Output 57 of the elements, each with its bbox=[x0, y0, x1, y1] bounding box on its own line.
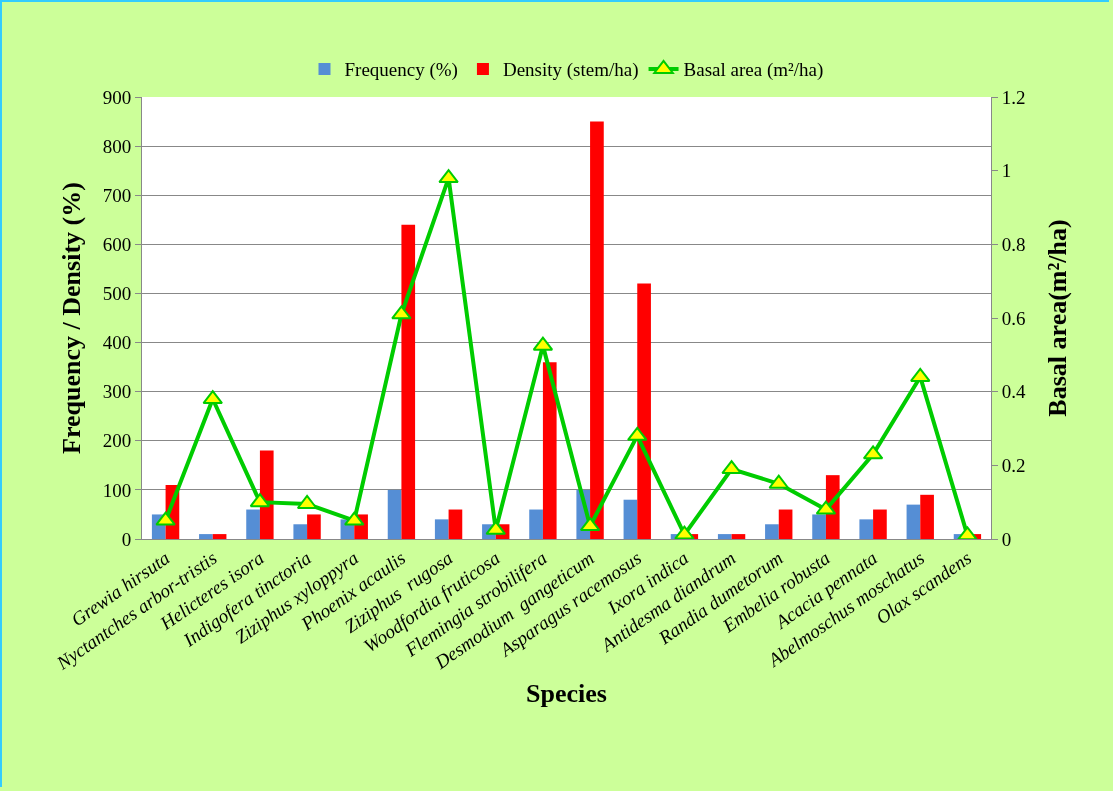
y2-tick-label: 0.4 bbox=[1001, 381, 1027, 403]
y2-tick-label: 1 bbox=[1001, 160, 1012, 182]
point bbox=[627, 426, 648, 441]
bar bbox=[859, 519, 874, 539]
point bbox=[391, 305, 412, 320]
bar bbox=[307, 514, 321, 539]
point bbox=[485, 520, 506, 535]
y-tick-label: 600 bbox=[102, 233, 132, 255]
point bbox=[768, 474, 789, 489]
y-tick-label: 500 bbox=[102, 283, 132, 305]
point bbox=[344, 511, 365, 526]
y-tick-label: 900 bbox=[102, 86, 132, 108]
bar bbox=[906, 504, 921, 539]
y2-tick-label: 0.8 bbox=[1001, 233, 1026, 255]
legend-label: Frequency (%) bbox=[344, 59, 458, 82]
y-tick-label: 0 bbox=[121, 528, 132, 550]
bar bbox=[259, 450, 274, 539]
bar bbox=[246, 509, 260, 539]
point bbox=[910, 367, 931, 382]
point bbox=[721, 460, 742, 475]
legend-label: Basal area (m²/ha) bbox=[683, 59, 824, 82]
bar bbox=[199, 534, 213, 539]
bar bbox=[731, 534, 746, 539]
bar bbox=[590, 121, 604, 539]
bar bbox=[212, 534, 227, 539]
bar bbox=[637, 283, 651, 539]
legend-label: Density (stem/ha) bbox=[502, 59, 639, 82]
y2-axis-title: Basal area(m²/ha) bbox=[1043, 219, 1072, 417]
bar bbox=[448, 509, 463, 539]
y2-tick-label: 1.2 bbox=[1001, 86, 1026, 108]
y2-tick-label: 0.2 bbox=[1001, 454, 1026, 476]
bar bbox=[434, 519, 449, 539]
bar bbox=[401, 224, 416, 539]
y-tick-label: 100 bbox=[102, 479, 132, 501]
y-tick-label: 400 bbox=[102, 332, 132, 354]
bar bbox=[873, 509, 887, 539]
bar bbox=[529, 509, 543, 539]
y2-tick-label: 0.6 bbox=[1001, 307, 1026, 329]
point bbox=[155, 511, 176, 526]
bar bbox=[623, 499, 638, 539]
y-tick-label: 800 bbox=[102, 135, 132, 157]
y-tick-label: 300 bbox=[102, 381, 132, 403]
bar bbox=[920, 494, 934, 539]
bar bbox=[765, 524, 779, 539]
bar bbox=[717, 534, 732, 539]
y-tick-label: 700 bbox=[102, 184, 132, 206]
bar bbox=[542, 362, 557, 539]
bar bbox=[387, 489, 402, 539]
point bbox=[202, 390, 223, 405]
y-axis-title: Frequency / Density (%) bbox=[57, 182, 86, 454]
bar bbox=[778, 509, 793, 539]
y2-tick-label: 0 bbox=[1001, 528, 1012, 550]
bar bbox=[293, 524, 308, 539]
bar bbox=[812, 514, 826, 539]
y-tick-label: 200 bbox=[102, 430, 132, 452]
x-axis-title: Species bbox=[526, 678, 607, 708]
point bbox=[438, 169, 459, 184]
